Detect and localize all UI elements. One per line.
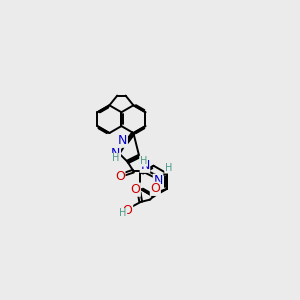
Text: N: N <box>118 134 127 147</box>
Text: H: H <box>119 208 127 218</box>
Text: N: N <box>140 159 150 172</box>
Text: O: O <box>123 204 133 217</box>
Text: O: O <box>130 183 140 196</box>
Text: H: H <box>140 156 147 166</box>
Text: O: O <box>150 182 160 195</box>
Text: O: O <box>115 169 125 183</box>
Text: H: H <box>112 153 119 164</box>
Text: N: N <box>153 174 163 187</box>
Text: N: N <box>111 147 120 160</box>
Text: H: H <box>165 163 172 173</box>
